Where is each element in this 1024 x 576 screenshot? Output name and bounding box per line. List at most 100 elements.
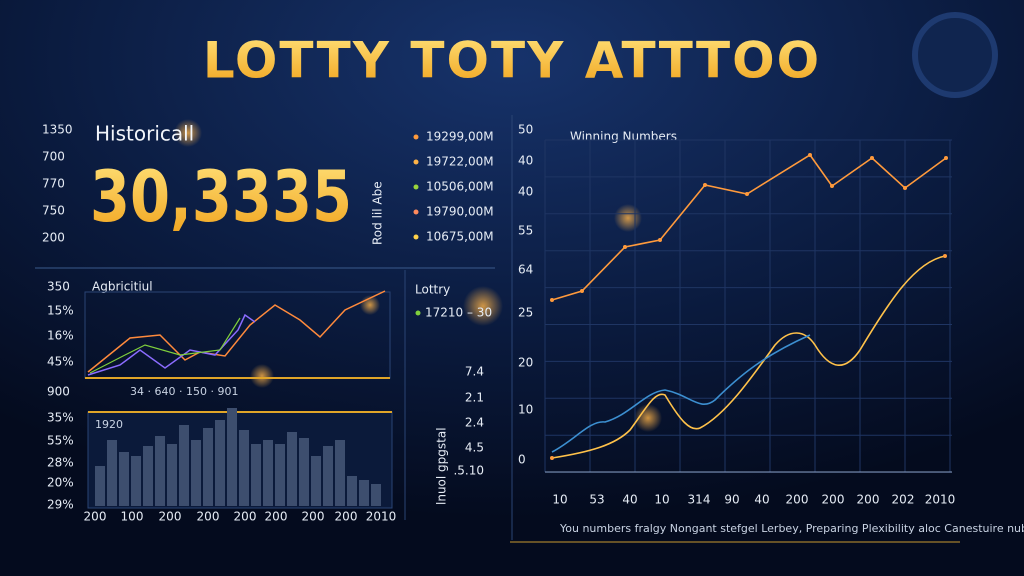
x-label: 2010	[366, 510, 397, 524]
dot	[413, 234, 419, 240]
x-label: 40	[622, 493, 637, 507]
line	[89, 317, 241, 374]
point	[903, 186, 907, 190]
glow	[463, 286, 503, 326]
bar	[215, 420, 225, 506]
axis-label: 25	[518, 306, 533, 320]
big-number: 30,3335	[90, 156, 352, 238]
axis-label: 0	[518, 453, 526, 467]
x-label: 202	[892, 493, 915, 507]
x-label: 10	[654, 493, 669, 507]
point	[745, 192, 749, 196]
axis-label: 7.4	[465, 365, 484, 379]
glow	[174, 119, 202, 147]
axis-labels: 1350 700 770 750 200	[42, 123, 73, 245]
point	[550, 456, 554, 460]
axis-label: .5.10	[453, 464, 484, 478]
x-label: 53	[589, 493, 604, 507]
bar	[251, 444, 261, 506]
bar	[359, 480, 369, 506]
axis-label: 770	[42, 177, 65, 191]
line	[551, 255, 946, 459]
axis-label: 750	[42, 204, 65, 218]
panel-label: Agbricitiul	[92, 280, 153, 294]
bar	[203, 428, 213, 506]
line	[87, 290, 386, 373]
x-label: 90	[724, 493, 739, 507]
bar	[275, 444, 285, 506]
axis-label: 10	[518, 403, 533, 417]
line-chart	[84, 290, 391, 379]
x-label: 200	[786, 493, 809, 507]
list-value: 19722,00M	[426, 155, 494, 169]
bar	[323, 446, 333, 506]
x-label: 200	[302, 510, 325, 524]
point	[623, 245, 627, 249]
legend: 34 · 640 · 150 · 901	[130, 385, 238, 398]
vertical-text: Rod lil Abe	[371, 181, 385, 245]
panel-value: 17210 – 30	[425, 306, 492, 320]
x-label: 100	[121, 510, 144, 524]
axis-label: 200	[42, 231, 65, 245]
dot	[413, 134, 419, 140]
dot	[413, 184, 419, 190]
point	[550, 298, 554, 302]
axis-label: 15%	[47, 304, 74, 318]
axis-label: 29%	[47, 498, 74, 512]
list-value: 10675,00M	[426, 230, 494, 244]
axis-label: 40	[518, 185, 533, 199]
point	[870, 156, 874, 160]
bar	[347, 476, 357, 506]
bar	[179, 425, 189, 506]
bar	[371, 484, 381, 506]
corner-label: 1920	[95, 418, 123, 431]
axis-label: 900	[47, 385, 70, 399]
bar	[263, 440, 273, 506]
panel-label: Lottry	[415, 283, 450, 297]
x-label: 200	[335, 510, 358, 524]
number-list: 7.4 2.1 2.4 4.5 .5.10	[453, 365, 484, 478]
x-label: 200	[822, 493, 845, 507]
chip-icon	[912, 12, 998, 98]
bar	[191, 440, 201, 506]
axis-labels: 350 15% 16% 45%	[47, 280, 74, 369]
bars	[95, 408, 381, 506]
point	[658, 238, 662, 242]
glow	[614, 204, 642, 232]
bar	[155, 436, 165, 506]
point	[830, 184, 834, 188]
x-label: 200	[265, 510, 288, 524]
panel-label: Winning Numbers	[570, 130, 677, 144]
dot	[415, 310, 421, 316]
axis-label: 40	[518, 154, 533, 168]
dot	[413, 209, 419, 215]
point	[943, 254, 947, 258]
list-value: 19299,00M	[426, 130, 494, 144]
axis-label: 45%	[47, 355, 74, 369]
axis-label: 350	[47, 280, 70, 294]
point	[580, 289, 584, 293]
footer: You numbers fralgy Nongant stefgel Lerbe…	[559, 522, 1024, 535]
axis-label: 55	[518, 224, 533, 238]
axis-label: 2.1	[465, 391, 484, 405]
axis-label: 4.5	[465, 441, 484, 455]
list-value: 19790,00M	[426, 205, 494, 219]
x-label: 200	[159, 510, 182, 524]
axis-label: 700	[42, 150, 65, 164]
axis-label: 2.4	[465, 416, 484, 430]
vertical-text: lnuol gpgstal	[435, 427, 449, 505]
x-labels: 200 100 200 200 200 200 200 200 2010	[84, 510, 397, 524]
line-chart	[550, 153, 948, 460]
bar	[95, 466, 105, 506]
dot	[413, 159, 419, 165]
axis-label: 50	[518, 123, 533, 137]
bar	[311, 456, 321, 506]
list-value: 10506,00M	[426, 180, 494, 194]
bar	[227, 408, 237, 506]
axis-labels: 35% 55% 28% 20% 29%	[47, 411, 74, 512]
bar	[167, 444, 177, 506]
bar	[239, 430, 249, 506]
x-label: 200	[84, 510, 107, 524]
glow	[250, 364, 274, 388]
